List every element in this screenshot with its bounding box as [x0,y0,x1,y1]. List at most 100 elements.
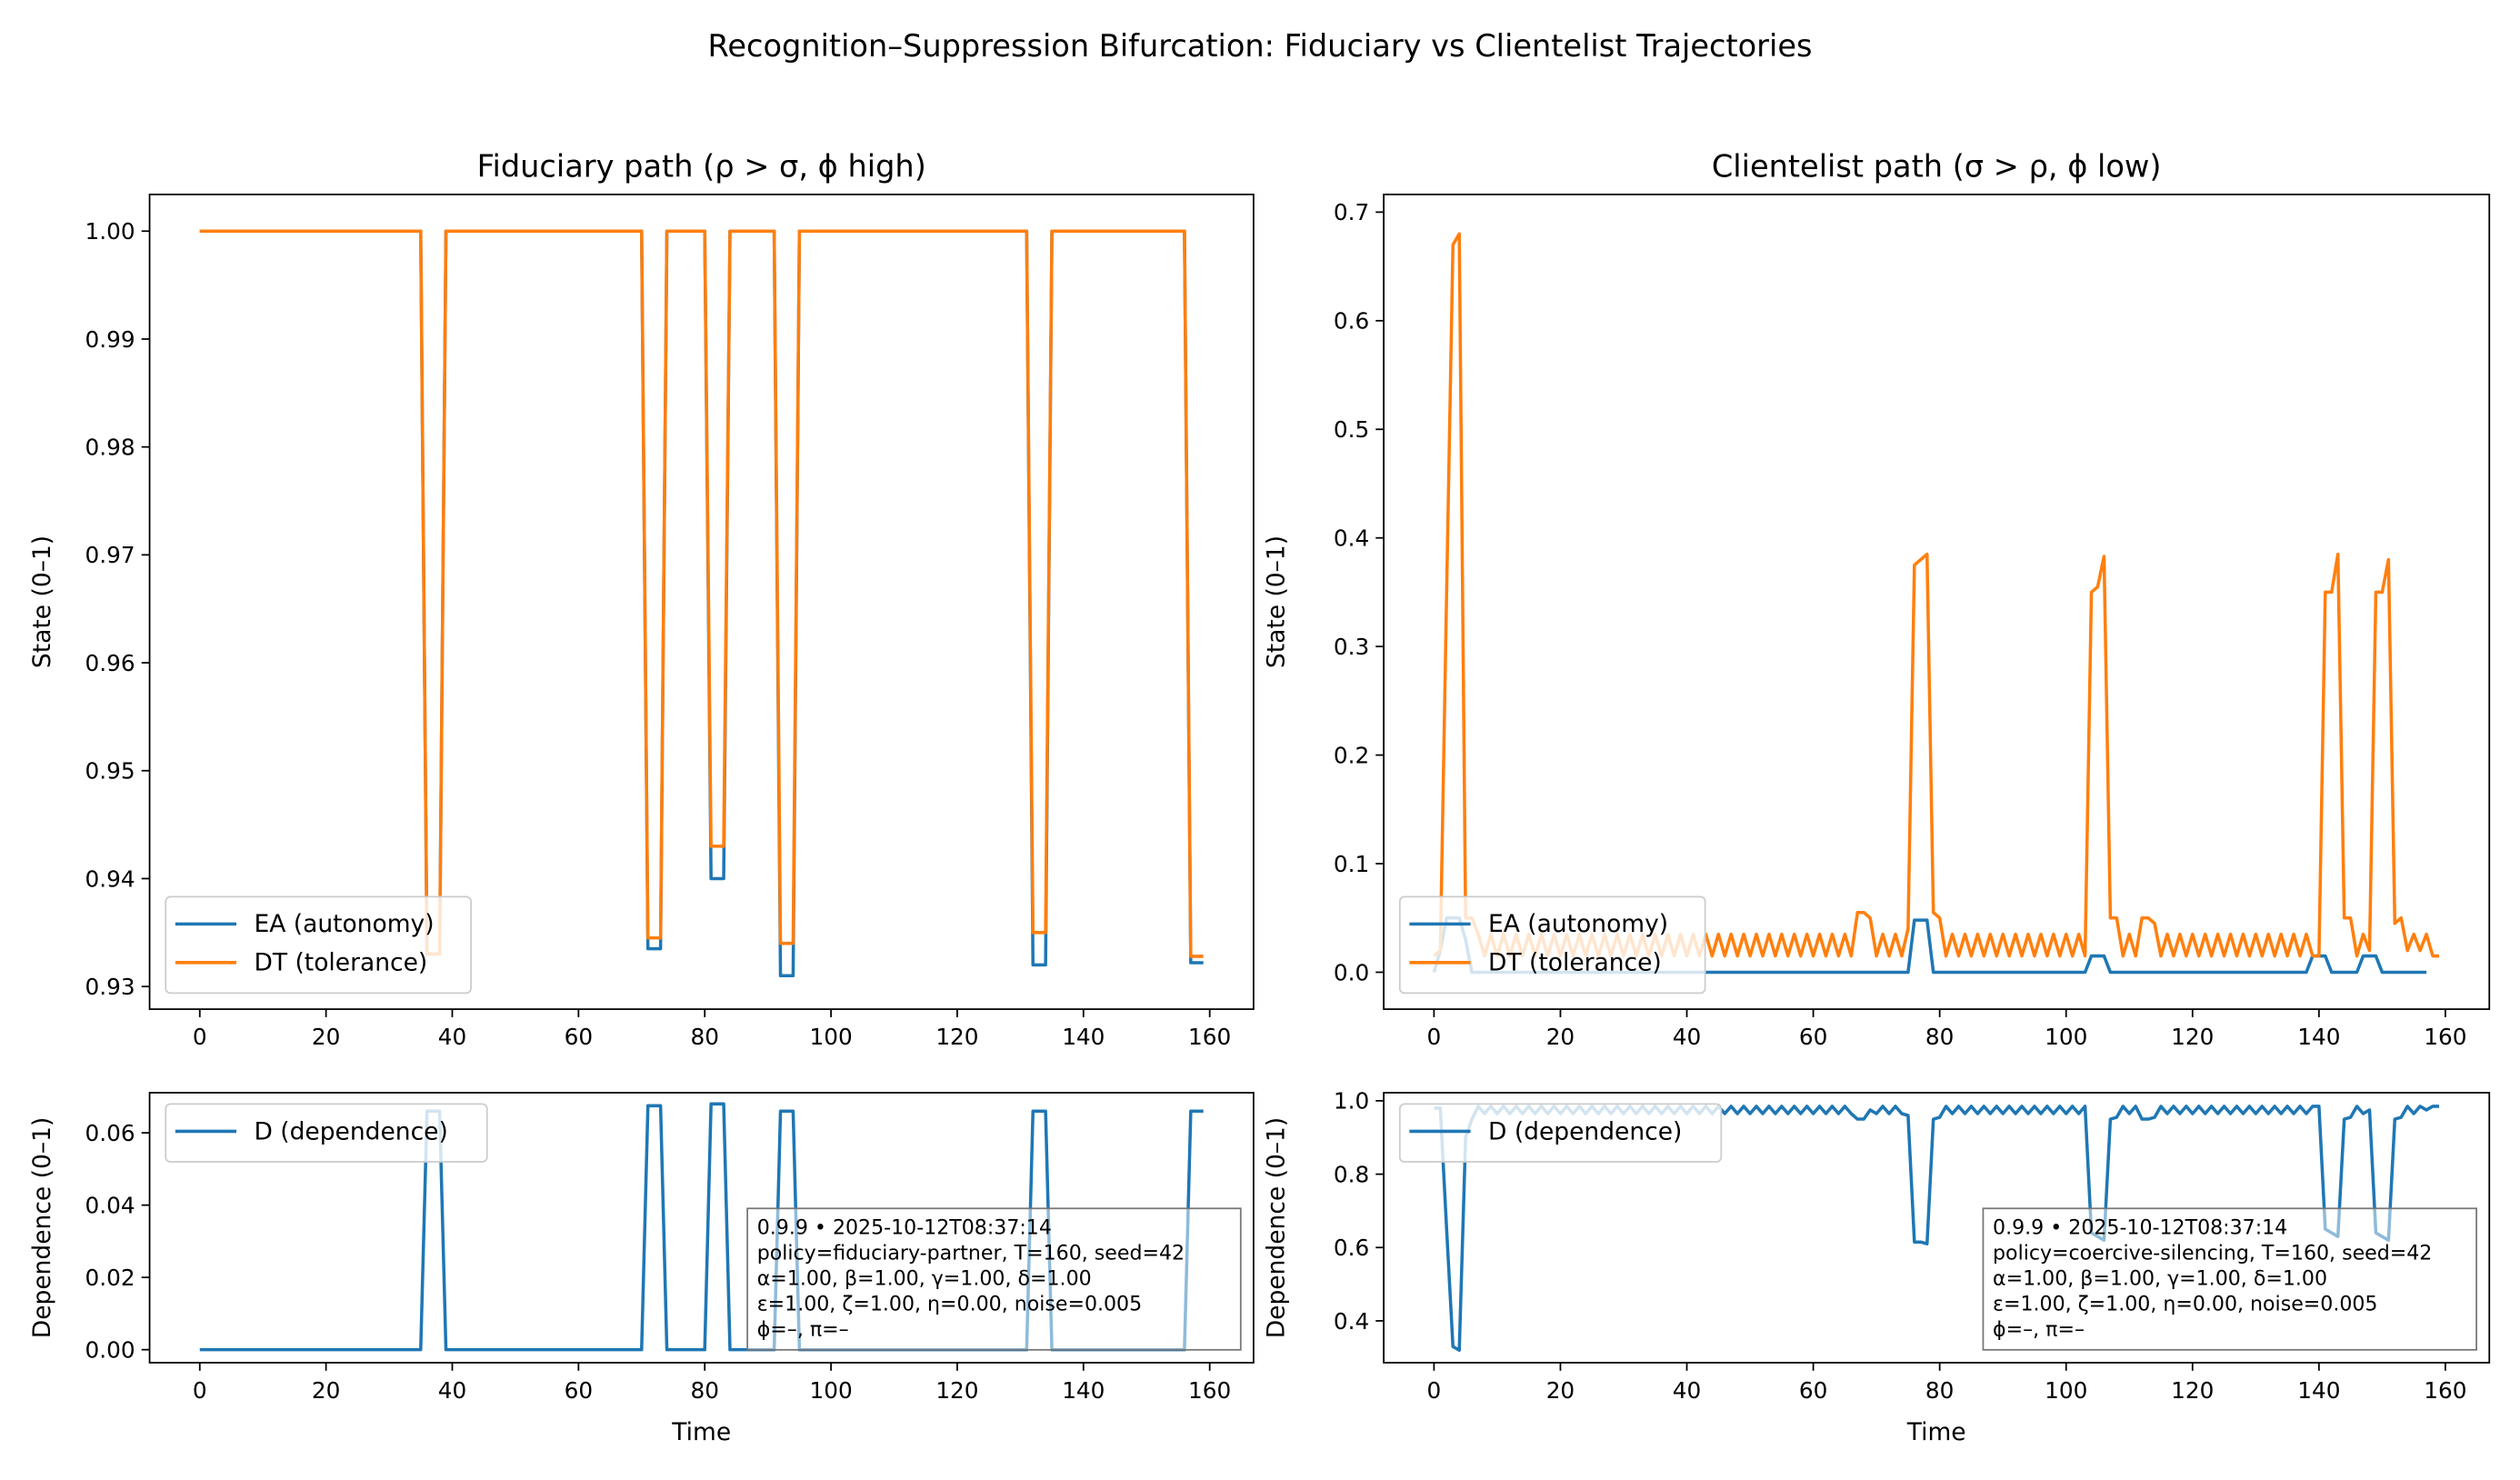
y-tick-label: 0.94 [85,865,135,892]
axes: 0 20 40 60 80 100 120 140 160 0.00 0.02 0.04 0.06 Dep… [28,1092,1255,1446]
axes-frame [148,1092,1255,1364]
axes: 0 20 40 60 80 100 120 140 160 0.4 0.6 0.8 1.0 Depende… [1263,1088,2491,1446]
annotation-line: ϕ=–, π=– [757,1317,849,1341]
axes-frame [1383,1092,2491,1364]
x-tick-label: 160 [2424,1377,2466,1404]
annotation-line: ε=1.00, ζ=1.00, η=0.00, noise=0.005 [1993,1292,2377,1315]
y-tick-label: 0.06 [85,1120,135,1146]
y-axis-label: State (0–1) [1263,535,1291,668]
x-tick-label: 100 [2045,1377,2087,1404]
annotation-line: 0.9.9 • 2025-10-12T08:37:14 [1993,1216,2287,1240]
x-tick-label: 140 [1062,1377,1105,1404]
axes-title: Clientelist path (σ > ρ, ϕ low) [1712,148,2162,184]
legend-box [165,1103,488,1163]
x-tick-label: 140 [2297,1377,2340,1404]
series-line [199,1102,1204,1352]
y-tick-label: 0.97 [85,542,135,568]
x-tick-label: 120 [935,1377,978,1404]
x-tick-label: 120 [2171,1377,2214,1404]
y-tick-label: 0.95 [85,758,135,785]
y-tick-label: 0.5 [1334,416,1369,443]
x-tick-label: 100 [809,1377,852,1404]
annotation-line: α=1.00, β=1.00, γ=1.00, δ=1.00 [1993,1266,2327,1290]
series-line [199,229,1204,958]
y-tick-label: 0.1 [1334,851,1369,877]
axes-frame [148,194,1255,1010]
legend-box [1398,1103,1723,1163]
annotation-line: ε=1.00, ζ=1.00, η=0.00, noise=0.005 [757,1292,1142,1315]
x-tick-label: 120 [2171,1024,2214,1050]
plot-area [1384,194,2490,1010]
y-tick-label: 0.96 [85,650,135,676]
x-tick-label: 0 [1427,1377,1442,1404]
x-tick-label: 100 [809,1024,852,1050]
y-tick-label: 0.04 [85,1192,135,1218]
y-tick-label: 0.3 [1334,634,1369,660]
annotation-line: α=1.00, β=1.00, γ=1.00, δ=1.00 [757,1266,1092,1290]
x-axis-label: Time [1906,1418,1966,1446]
x-tick-label: 20 [312,1377,340,1404]
y-tick-label: 0.00 [85,1336,135,1363]
figure-title: Recognition–Suppression Bifurcation: Fid… [708,28,1813,64]
x-tick-label: 20 [1546,1024,1575,1050]
x-tick-label: 60 [1799,1377,1827,1404]
y-tick-label: 1.0 [1334,1088,1369,1115]
x-tick-label: 40 [438,1377,466,1404]
x-tick-label: 160 [1188,1024,1231,1050]
y-tick-label: 0.0 [1334,959,1369,985]
x-tick-label: 80 [1925,1024,1954,1050]
y-tick-label: 0.99 [85,326,135,353]
x-tick-label: 40 [1673,1024,1701,1050]
x-tick-label: 40 [438,1024,466,1050]
x-tick-label: 80 [1925,1377,1954,1404]
legend-label: DT (tolerance) [254,949,427,977]
y-tick-label: 0.8 [1334,1161,1369,1187]
x-tick-label: 80 [690,1024,718,1050]
x-tick-label: 60 [565,1377,593,1404]
y-tick-label: 1.00 [85,218,135,245]
x-tick-label: 160 [2424,1024,2466,1050]
axes-frame [1383,194,2491,1010]
y-tick-label: 0.6 [1334,308,1369,335]
x-tick-label: 100 [2045,1024,2087,1050]
plot-area [149,194,1254,1010]
annotation-line: policy=coercive-silencing, T=160, seed=4… [1993,1241,2432,1265]
x-tick-label: 140 [2297,1024,2340,1050]
y-tick-label: 0.02 [85,1265,135,1291]
legend-label: DT (tolerance) [1488,949,1662,977]
axes: 0 20 40 60 80 100 120 140 160 0.0 0.1 0.2 0.3 0.4 0.5 0… [1263,148,2491,1050]
x-tick-label: 20 [1546,1377,1575,1404]
axes-title: Fiduciary path (ρ > σ, ϕ high) [477,148,926,184]
x-tick-label: 20 [312,1024,340,1050]
y-axis-label: Dependence (0–1) [28,1117,56,1339]
annotation-box [1982,1207,2477,1351]
x-tick-label: 40 [1673,1377,1701,1404]
y-axis-label: State (0–1) [28,535,56,668]
legend-box [1398,895,1706,995]
x-tick-label: 140 [1062,1024,1105,1050]
x-tick-label: 80 [690,1377,718,1404]
annotation-line: ϕ=–, π=– [1993,1317,2085,1341]
annotation-line: 0.9.9 • 2025-10-12T08:37:14 [757,1216,1052,1240]
y-tick-label: 0.4 [1334,1308,1369,1335]
y-tick-label: 0.2 [1334,742,1369,768]
x-tick-label: 60 [1799,1024,1827,1050]
x-tick-label: 160 [1188,1377,1231,1404]
y-tick-label: 0.7 [1334,199,1369,225]
legend-label: D (dependence) [254,1117,447,1145]
x-tick-label: 120 [935,1024,978,1050]
x-tick-label: 60 [565,1024,593,1050]
annotation-line: policy=fiduciary-partner, T=160, seed=42 [757,1241,1185,1265]
legend-label: EA (autonomy) [254,910,434,938]
x-tick-label: 0 [193,1377,207,1404]
y-tick-label: 0.98 [85,434,135,460]
x-axis-label: Time [671,1418,731,1446]
legend-label: D (dependence) [1488,1117,1682,1145]
legend-box [165,895,472,995]
y-tick-label: 0.4 [1334,525,1369,552]
axes: 0 20 40 60 80 100 120 140 160 0.93 0.94 0.95 0.96 0.9… [28,148,1255,1050]
y-axis-label: Dependence (0–1) [1263,1117,1291,1339]
legend-label: EA (autonomy) [1488,910,1668,938]
